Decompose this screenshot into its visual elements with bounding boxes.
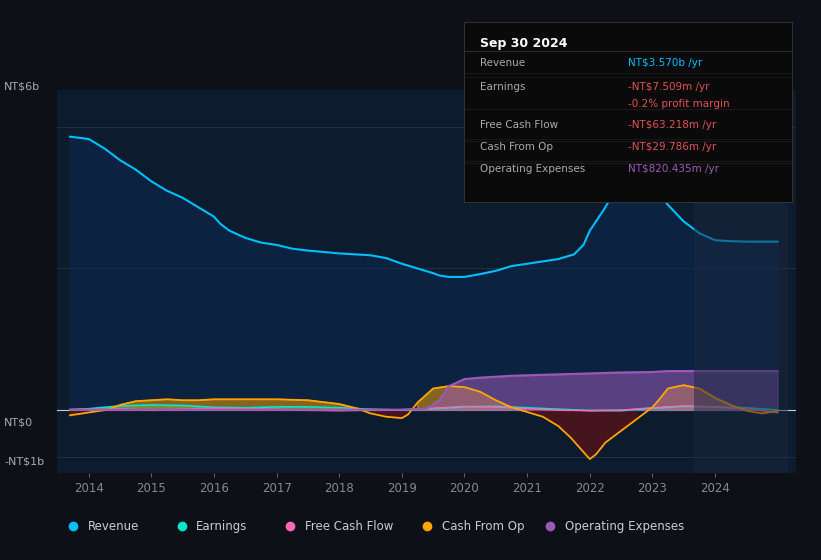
Text: Earnings: Earnings [196, 520, 248, 533]
Text: Cash From Op: Cash From Op [480, 142, 553, 152]
Text: -NT$29.786m /yr: -NT$29.786m /yr [628, 142, 716, 152]
Text: -0.2% profit margin: -0.2% profit margin [628, 99, 730, 109]
Text: NT$6b: NT$6b [4, 82, 40, 92]
Text: Operating Expenses: Operating Expenses [565, 520, 684, 533]
Text: NT$820.435m /yr: NT$820.435m /yr [628, 164, 719, 174]
Text: Revenue: Revenue [480, 58, 525, 68]
Text: NT$0: NT$0 [4, 418, 33, 428]
Text: Free Cash Flow: Free Cash Flow [480, 120, 558, 130]
Text: Earnings: Earnings [480, 82, 525, 92]
Text: Cash From Op: Cash From Op [442, 520, 525, 533]
Text: -NT$63.218m /yr: -NT$63.218m /yr [628, 120, 716, 130]
Text: Revenue: Revenue [88, 520, 140, 533]
Text: Sep 30 2024: Sep 30 2024 [480, 37, 568, 50]
Text: Operating Expenses: Operating Expenses [480, 164, 585, 174]
Text: -NT$1b: -NT$1b [4, 457, 44, 467]
Text: NT$3.570b /yr: NT$3.570b /yr [628, 58, 702, 68]
Text: Free Cash Flow: Free Cash Flow [305, 520, 393, 533]
Text: -NT$7.509m /yr: -NT$7.509m /yr [628, 82, 709, 92]
